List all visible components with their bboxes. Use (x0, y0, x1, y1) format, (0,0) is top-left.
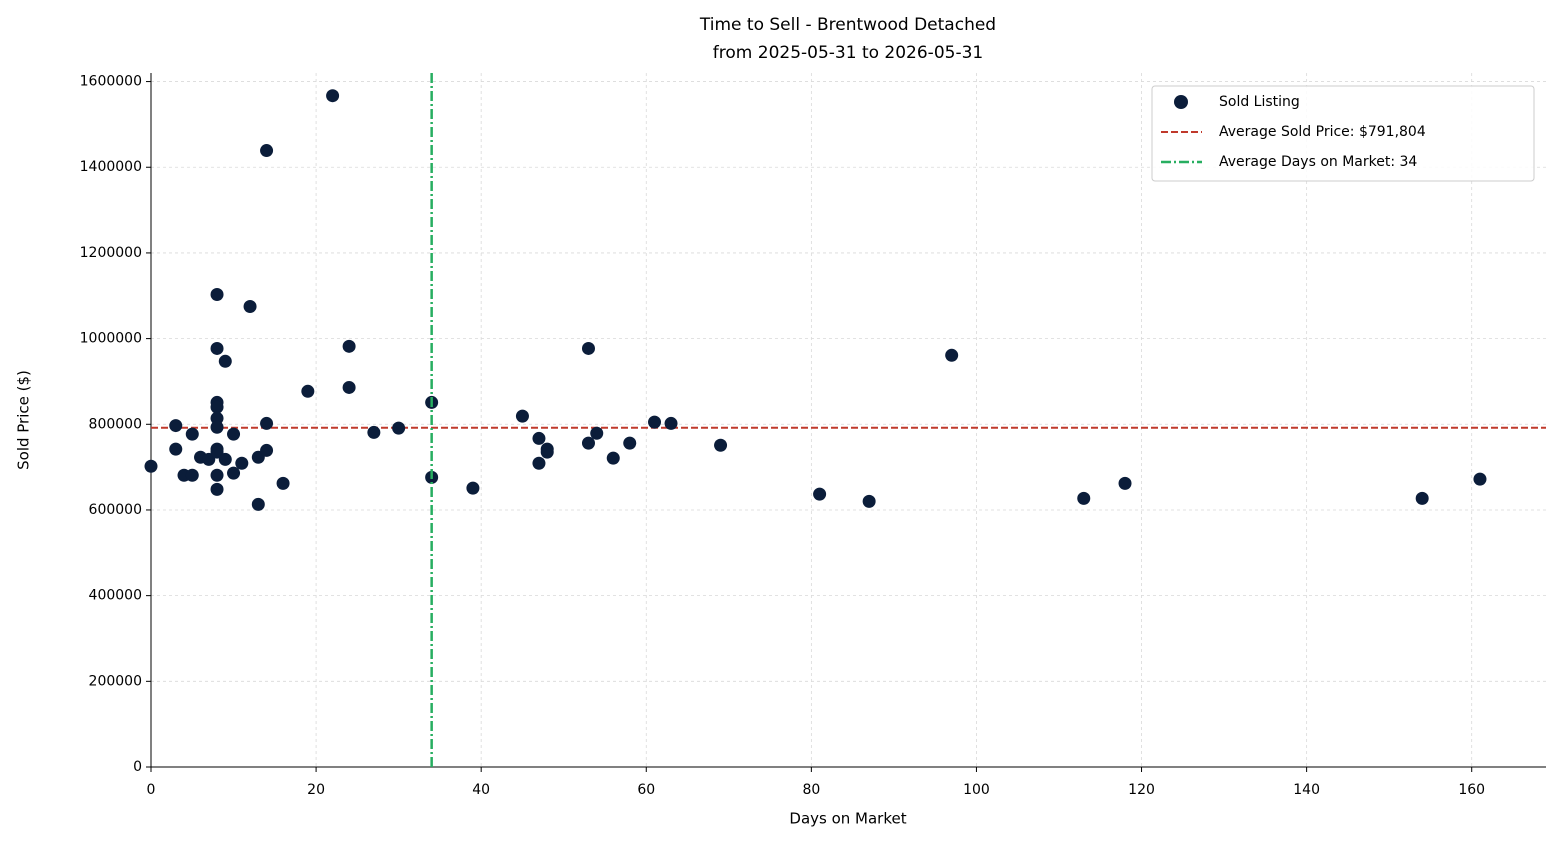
point (218, 354, 232, 368)
point (227, 427, 241, 441)
point (169, 442, 183, 456)
point (606, 451, 620, 465)
point (210, 411, 224, 425)
y-tick-label: 400000 (89, 588, 142, 604)
point (169, 419, 183, 433)
y-axis-label: Sold Price ($) (15, 370, 33, 470)
point (260, 443, 274, 457)
point (540, 445, 554, 459)
y-tick-label: 1200000 (80, 245, 142, 261)
y-tick-label: 600000 (89, 502, 142, 518)
y-tick-label: 800000 (89, 416, 142, 432)
point (251, 497, 265, 511)
point (1118, 476, 1132, 490)
point (227, 466, 241, 480)
point (326, 89, 340, 103)
point (276, 476, 290, 490)
point (862, 494, 876, 508)
x-tick-label: 20 (307, 782, 325, 798)
point (235, 456, 249, 470)
point (210, 287, 224, 301)
point (185, 468, 199, 482)
point (532, 456, 546, 470)
point (210, 341, 224, 355)
point (532, 431, 546, 445)
point (260, 416, 274, 430)
x-tick-label: 140 (1293, 782, 1320, 798)
x-tick-label: 60 (637, 782, 655, 798)
point (301, 384, 315, 398)
point (714, 438, 728, 452)
point (243, 299, 257, 313)
x-tick-label: 80 (802, 782, 820, 798)
point (367, 425, 381, 439)
point (581, 436, 595, 450)
point (664, 416, 678, 430)
chart-subtitle: from 2025-05-31 to 2026-05-31 (713, 43, 983, 63)
x-tick-label: 0 (147, 782, 156, 798)
point (590, 426, 604, 440)
x-tick-label: 40 (472, 782, 490, 798)
x-tick-label: 120 (1128, 782, 1155, 798)
point (218, 452, 232, 466)
legend-label: Sold Listing (1219, 94, 1300, 110)
legend-label: Average Sold Price: $791,804 (1219, 124, 1426, 140)
x-axis-label: Days on Market (789, 810, 906, 828)
point (945, 348, 959, 362)
legend-label: Average Days on Market: 34 (1219, 154, 1417, 170)
y-tick-label: 1400000 (80, 159, 142, 175)
x-tick-label: 100 (963, 782, 990, 798)
point (515, 409, 529, 423)
point (581, 341, 595, 355)
point (185, 427, 199, 441)
point (260, 144, 274, 158)
point (1473, 472, 1487, 486)
point (623, 436, 637, 450)
legend-marker (1174, 95, 1188, 109)
point (392, 421, 406, 435)
y-tick-label: 1000000 (80, 331, 142, 347)
point (1415, 491, 1429, 505)
chart-title: Time to Sell - Brentwood Detached (699, 15, 996, 35)
legend-box (1151, 85, 1535, 182)
point (813, 487, 827, 501)
y-tick-label: 1600000 (80, 74, 142, 90)
x-tick-label: 160 (1458, 782, 1485, 798)
point (144, 459, 158, 473)
point (342, 339, 356, 353)
y-tick-label: 200000 (89, 673, 142, 689)
point (466, 481, 480, 495)
point (342, 380, 356, 394)
point (1077, 491, 1091, 505)
point (210, 468, 224, 482)
point (210, 420, 224, 434)
y-tick-label: 0 (133, 759, 142, 775)
point (210, 482, 224, 496)
point (210, 400, 224, 414)
point (648, 415, 662, 429)
